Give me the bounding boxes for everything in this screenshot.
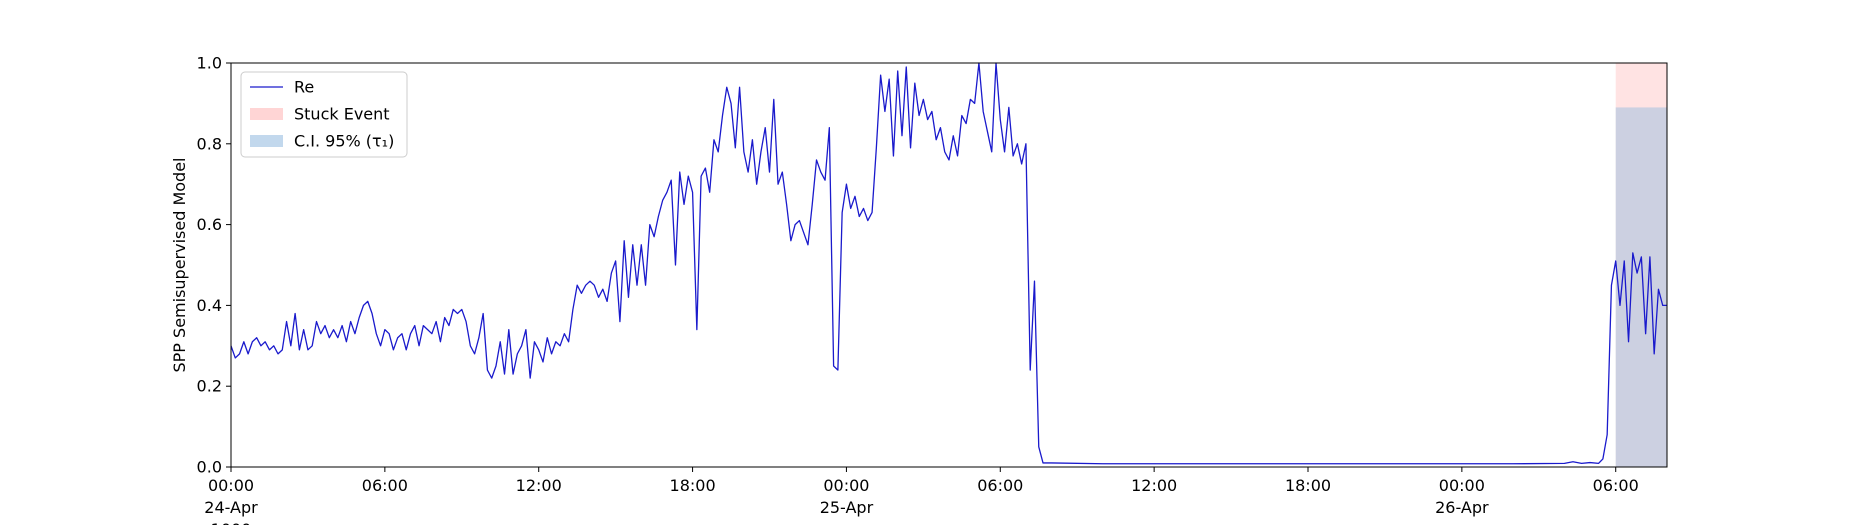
legend-swatch-patch: [250, 108, 283, 120]
bands-layer: [1615, 63, 1667, 467]
x-tick-label: 06:00: [977, 476, 1023, 495]
legend: Re Stuck Event C.I. 95% (τ₁): [240, 71, 408, 158]
y-tick-label: 0.8: [197, 134, 222, 153]
y-axis: 0.0 0.2 0.4 0.6 0.8 1.0: [197, 54, 231, 477]
x-tick-label: 00:00: [208, 476, 254, 495]
legend-swatch-patch: [250, 135, 283, 147]
y-tick-label: 0.4: [197, 296, 222, 315]
plot-frame: [230, 62, 1668, 468]
x-tick-label: 00:00: [823, 476, 869, 495]
y-tick-label: 0.2: [197, 377, 222, 396]
x-tick-label: 24-Apr: [204, 498, 258, 517]
y-tick-label: 0.0: [197, 458, 222, 477]
x-tick-label: 18:00: [670, 476, 716, 495]
y-tick-label: 1.0: [197, 54, 222, 73]
x-tick-label: 06:00: [362, 476, 408, 495]
y-axis-label: SPP Semisupervised Model: [170, 158, 189, 373]
x-tick-label: 18:00: [1285, 476, 1331, 495]
legend-label: Stuck Event: [294, 105, 390, 124]
legend-label: Re: [294, 78, 314, 97]
x-axis: 00:00 24-Apr 1000 06:00 12:00 18:00 00:00 25-Ap…: [204, 467, 1639, 525]
x-tick-label: 25-Apr: [820, 498, 874, 517]
band-confidence-interval: [1615, 107, 1667, 467]
legend-label: C.I. 95% (τ₁): [294, 132, 394, 151]
x-tick-label: 26-Apr: [1435, 498, 1489, 517]
x-tick-label: 12:00: [1131, 476, 1177, 495]
series-layer: [230, 62, 1667, 465]
y-tick-label: 0.6: [197, 215, 222, 234]
x-tick-label: 00:00: [1439, 476, 1485, 495]
series-line-re: [230, 62, 1667, 465]
x-tick-label: 12:00: [516, 476, 562, 495]
x-tick-label: 06:00: [1593, 476, 1639, 495]
x-tick-label: 1000: [211, 520, 252, 525]
